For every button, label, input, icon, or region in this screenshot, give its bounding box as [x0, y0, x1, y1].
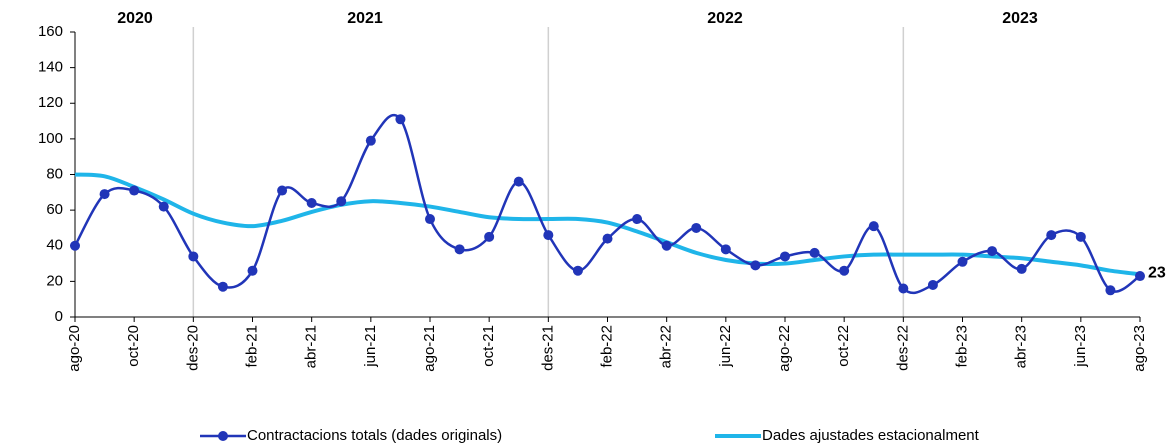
year-label: 2020 [117, 10, 153, 27]
x-tick-label: abr-22 [658, 325, 675, 368]
data-point [957, 256, 968, 267]
data-label: 23 [1148, 264, 1166, 281]
x-tick-label: oct-22 [835, 325, 852, 367]
y-tick-label: 0 [55, 308, 63, 325]
data-point [780, 251, 790, 262]
y-tick-label: 120 [38, 94, 63, 111]
data-point [661, 240, 672, 251]
x-tick-label: ago-22 [776, 325, 793, 372]
year-label: 2023 [1002, 10, 1038, 27]
x-tick-label: feb-22 [598, 325, 615, 368]
data-point [927, 279, 938, 290]
data-point [277, 185, 288, 196]
data-point [1135, 271, 1145, 282]
x-tick-label: abr-21 [303, 325, 320, 368]
legend-marker [218, 431, 228, 441]
x-tick-label: ago-20 [66, 325, 83, 372]
data-point [425, 214, 435, 225]
x-tick-label: des-21 [539, 325, 556, 371]
data-point [868, 221, 879, 232]
data-point [1016, 263, 1027, 274]
data-point [365, 135, 376, 146]
data-point [1046, 230, 1057, 241]
y-tick-label: 160 [38, 23, 63, 40]
data-point [188, 251, 199, 262]
data-point [158, 201, 169, 212]
year-label: 2021 [347, 10, 383, 27]
data-point [839, 265, 850, 276]
data-point [632, 214, 643, 225]
x-tick-label: jun-22 [717, 325, 734, 368]
year-label: 2022 [707, 10, 743, 27]
x-tick-label: ago-23 [1131, 325, 1148, 372]
data-point [129, 185, 140, 196]
data-point [99, 189, 110, 200]
data-point [70, 240, 80, 251]
x-tick-label: jun-23 [1072, 325, 1089, 368]
data-point [395, 114, 406, 125]
y-tick-label: 20 [46, 272, 63, 289]
series-line [74, 172, 1141, 277]
data-point [306, 198, 317, 208]
data-point [1105, 285, 1116, 296]
x-tick-label: feb-23 [953, 325, 970, 368]
data-point [543, 230, 554, 241]
x-tick-label: oct-21 [480, 325, 497, 367]
data-point [1075, 231, 1086, 242]
x-tick-label: oct-20 [125, 325, 142, 367]
y-tick-label: 80 [46, 165, 63, 182]
data-point [987, 246, 998, 257]
data-point [691, 222, 702, 233]
series-line [73, 113, 1141, 295]
data-point [572, 265, 583, 276]
x-tick-label: feb-21 [243, 325, 260, 368]
data-point [336, 196, 347, 207]
x-tick-label: des-20 [184, 325, 201, 371]
data-point [602, 233, 613, 244]
y-tick-label: 60 [46, 201, 63, 218]
data-point [484, 231, 495, 242]
data-point [513, 176, 524, 187]
y-tick-label: 40 [46, 237, 63, 254]
y-tick-label: 140 [38, 59, 63, 76]
data-point [750, 260, 761, 271]
data-point [217, 281, 228, 292]
legend-label: Dades ajustades estacionalment [762, 427, 980, 444]
data-point [720, 244, 731, 255]
data-point [809, 247, 820, 258]
legend-label: Contractacions totals (dades originals) [247, 427, 502, 444]
data-point [247, 265, 258, 276]
data-point [454, 244, 465, 255]
x-tick-label: ago-21 [421, 325, 438, 372]
x-tick-label: jun-21 [362, 325, 379, 368]
x-tick-label: des-22 [894, 325, 911, 371]
y-tick-label: 100 [38, 130, 63, 147]
data-point [898, 283, 909, 294]
x-tick-label: abr-23 [1013, 325, 1030, 368]
